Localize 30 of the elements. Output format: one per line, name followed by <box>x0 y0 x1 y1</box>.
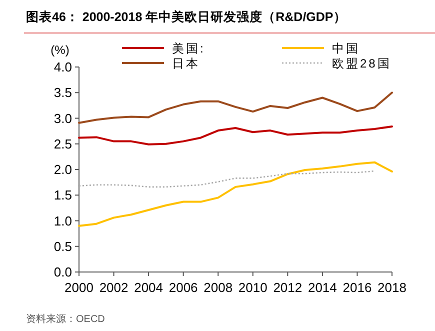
legend-label: 美国: <box>172 42 206 56</box>
x-tick-label: 2000 <box>64 280 94 295</box>
line-series <box>78 170 376 188</box>
chart-title: 图表46： 2000-2018 年中美欧日研发强度（R&D/GDP） <box>26 9 346 24</box>
text: 资料来源：OECD <box>26 313 105 325</box>
y-tick-label: 0.0 <box>54 264 72 280</box>
x-tick-label: 2010 <box>238 280 268 295</box>
x-tick-label: 2002 <box>99 280 128 295</box>
y-axis-title: (%) <box>50 43 70 57</box>
y-tick-label: 0.5 <box>54 238 72 254</box>
y-tick-label: 2.0 <box>54 162 72 177</box>
x-tick-label: 2014 <box>308 280 337 295</box>
x-tick-label: 2008 <box>204 280 233 295</box>
y-tick-label: 1.0 <box>54 213 72 228</box>
x-tick-label: 2016 <box>342 280 372 295</box>
line-series <box>78 125 393 146</box>
line-series <box>78 92 393 124</box>
x-tick-label: 2004 <box>134 280 164 295</box>
legend-label: 欧盟28国 <box>332 56 392 70</box>
legend-label: 日本 <box>172 56 200 70</box>
y-tick-label: 2.5 <box>54 136 72 152</box>
line-series <box>78 161 393 227</box>
x-tick-label: 2006 <box>168 280 198 295</box>
legend-label: 中国 <box>332 42 360 56</box>
x-tick-label: 2012 <box>273 280 302 295</box>
x-tick-label: 2018 <box>378 280 406 295</box>
y-tick-label: 3.0 <box>54 110 72 126</box>
y-tick-label: 1.5 <box>54 188 72 203</box>
y-tick-label: 3.5 <box>54 85 72 100</box>
y-tick-label: 4.0 <box>54 60 72 74</box>
